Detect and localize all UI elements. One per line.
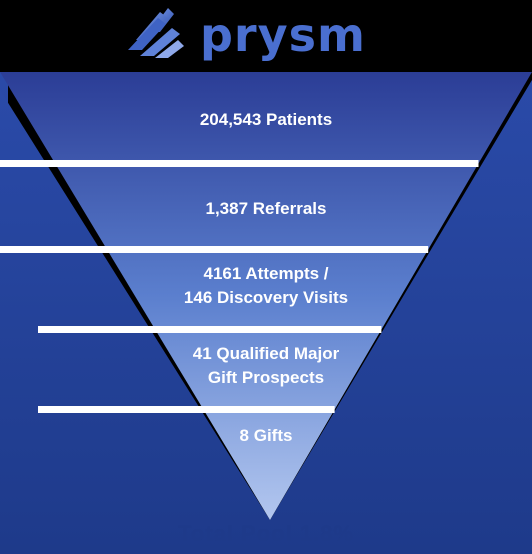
right-wedge xyxy=(270,80,532,554)
brand-logo: prysm xyxy=(0,0,532,70)
footer-total-pool: Total Pool 1.8% xyxy=(178,521,354,546)
funnel-shape xyxy=(0,72,532,520)
brand-name: prysm xyxy=(200,8,366,62)
stage-label-qualified-prospects: 41 Qualified Major Gift Prospects xyxy=(192,344,340,387)
stage-label-referrals: 1,387 Referrals xyxy=(205,199,327,218)
stage-label-attempts-visits: 4161 Attempts / 146 Discovery Visits xyxy=(183,264,349,307)
left-wedge xyxy=(0,90,270,554)
separator-4 xyxy=(38,406,335,413)
separator-1 xyxy=(0,160,479,167)
separator-2 xyxy=(0,246,429,253)
prysm-logo-icon xyxy=(128,8,184,58)
stage-label-gifts: 8 Gifts xyxy=(239,426,293,445)
separator-3 xyxy=(38,326,382,333)
stage-label-patients: 204,543 Patients xyxy=(199,110,333,129)
